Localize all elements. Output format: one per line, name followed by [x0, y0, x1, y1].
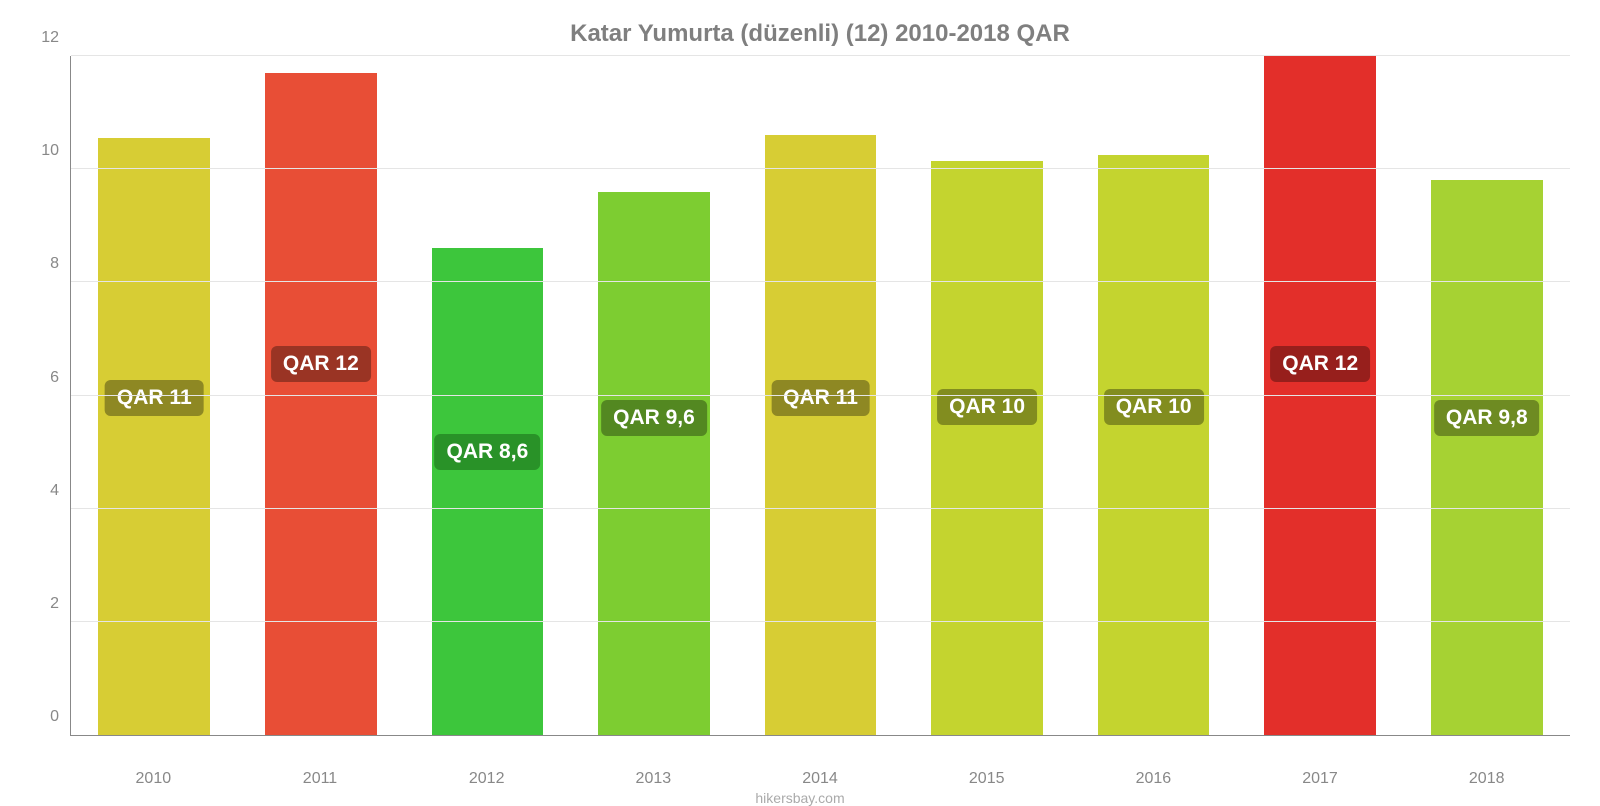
y-tick-label: 8: [50, 255, 59, 273]
y-tick-label: 12: [41, 29, 59, 47]
bar-slot: QAR 10: [904, 56, 1071, 735]
bar-slot: QAR 12: [1237, 56, 1404, 735]
x-tick-label: 2011: [237, 770, 404, 788]
bar-value-label: QAR 9,6: [601, 400, 707, 436]
gridline: [71, 281, 1570, 282]
bar-slot: QAR 10: [1070, 56, 1237, 735]
bars-group: QAR 11 QAR 12 QAR 8,6 QAR 9,6 QAR 11 QAR 10 QA…: [71, 56, 1570, 735]
x-tick-label: 2015: [903, 770, 1070, 788]
bar-slot: QAR 9,8: [1404, 56, 1571, 735]
x-axis-labels: 201020112012201320142015201620172018: [70, 770, 1570, 788]
bar-value-label: QAR 9,8: [1434, 400, 1540, 436]
x-tick-label: 2012: [403, 770, 570, 788]
chart-container: Katar Yumurta (düzenli) (12) 2010-2018 Q…: [0, 0, 1600, 800]
bar: QAR 12: [1264, 56, 1376, 735]
plot-area: QAR 11 QAR 12 QAR 8,6 QAR 9,6 QAR 11 QAR 10 QA…: [70, 56, 1570, 736]
y-tick-label: 2: [50, 595, 59, 613]
bar-slot: QAR 8,6: [404, 56, 571, 735]
x-tick-label: 2016: [1070, 770, 1237, 788]
bar-value-label: QAR 11: [771, 380, 870, 416]
x-tick-label: 2014: [737, 770, 904, 788]
chart-title: Katar Yumurta (düzenli) (12) 2010-2018 Q…: [70, 20, 1570, 48]
x-tick-label: 2010: [70, 770, 237, 788]
y-tick-label: 10: [41, 142, 59, 160]
gridline: [71, 168, 1570, 169]
bar-slot: QAR 11: [71, 56, 238, 735]
bar: QAR 11: [98, 138, 210, 735]
gridline: [71, 508, 1570, 509]
bar: QAR 8,6: [432, 248, 544, 735]
attribution-text: hikersbay.com: [0, 790, 1600, 806]
bar: QAR 11: [765, 135, 877, 735]
bar-slot: QAR 9,6: [571, 56, 738, 735]
gridline: [71, 621, 1570, 622]
bar: QAR 9,8: [1431, 180, 1543, 735]
x-tick-label: 2018: [1403, 770, 1570, 788]
bar-value-label: QAR 12: [271, 346, 371, 382]
x-tick-label: 2013: [570, 770, 737, 788]
bar-value-label: QAR 11: [105, 380, 204, 416]
bar-value-label: QAR 12: [1270, 346, 1370, 382]
y-tick-label: 0: [50, 708, 59, 726]
bar: QAR 10: [931, 161, 1043, 735]
x-tick-label: 2017: [1237, 770, 1404, 788]
bar: QAR 12: [265, 73, 377, 735]
bar-value-label: QAR 8,6: [435, 434, 541, 470]
bar: QAR 10: [1098, 155, 1210, 735]
y-tick-label: 4: [50, 482, 59, 500]
bar: QAR 9,6: [598, 192, 710, 735]
gridline: [71, 395, 1570, 396]
y-tick-label: 6: [50, 369, 59, 387]
bar-slot: QAR 12: [238, 56, 405, 735]
gridline: [71, 55, 1570, 56]
bar-slot: QAR 11: [737, 56, 904, 735]
